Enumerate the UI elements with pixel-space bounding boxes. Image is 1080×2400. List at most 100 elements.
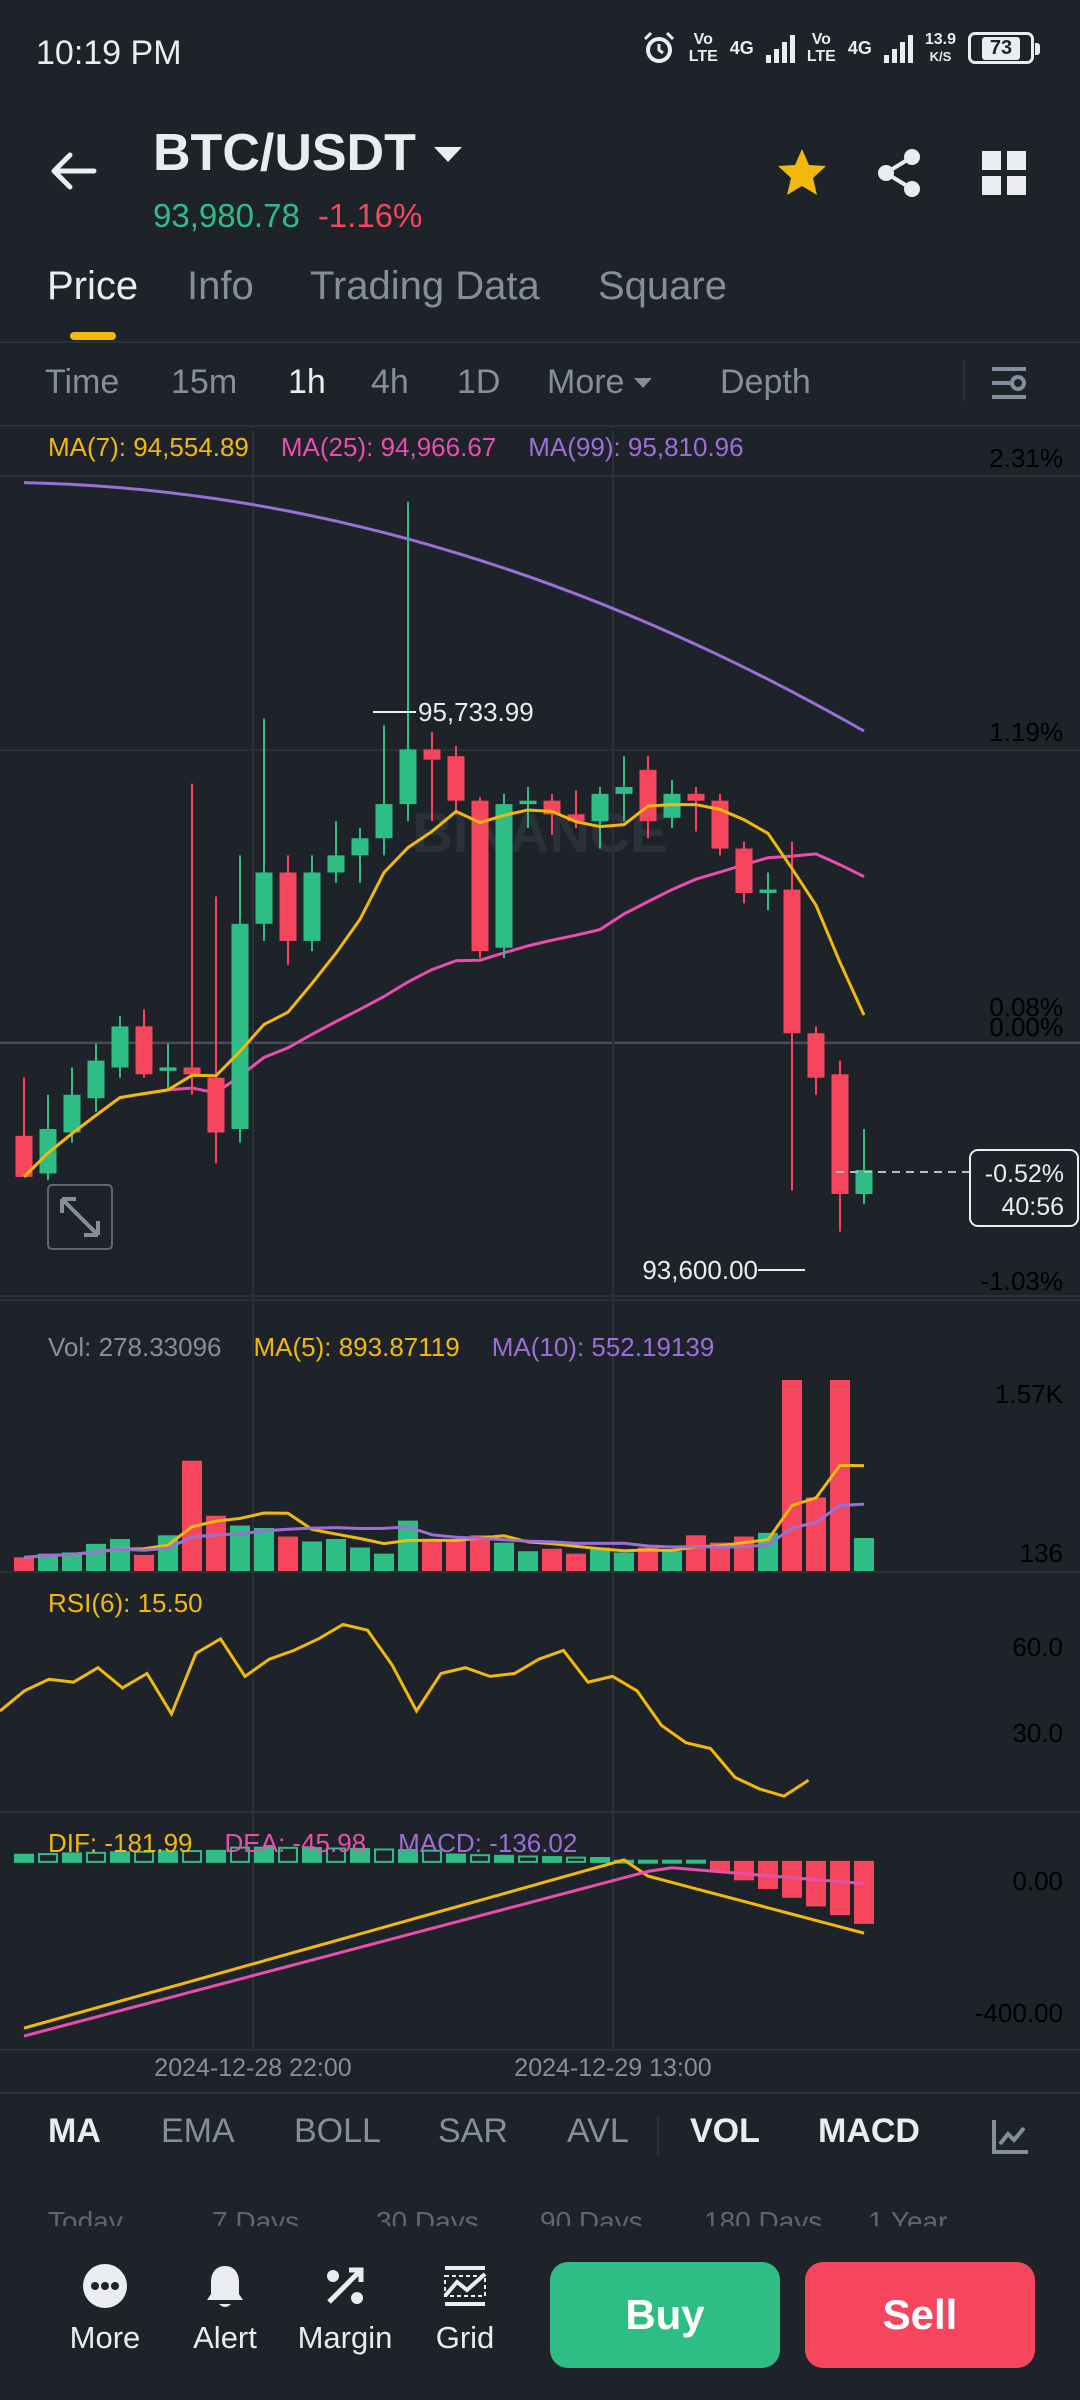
indicator-ema[interactable]: EMA xyxy=(161,2112,235,2150)
rsi-line xyxy=(0,1622,810,1798)
candle-body xyxy=(495,804,513,948)
volume-bar xyxy=(134,1554,154,1572)
indicator-macd[interactable]: MACD xyxy=(818,2112,920,2150)
star-icon[interactable] xyxy=(774,145,830,201)
ma7-line xyxy=(22,803,866,1178)
volume-bar xyxy=(278,1536,298,1572)
macd-bar xyxy=(14,1853,34,1863)
network-1: Vo LTE xyxy=(688,31,718,65)
indicator-vol[interactable]: VOL xyxy=(690,2112,760,2150)
expand-icon[interactable] xyxy=(47,1184,113,1250)
chart-settings-icon[interactable] xyxy=(988,363,1030,403)
timeframe-1h[interactable]: 1h xyxy=(288,363,326,401)
candle-body xyxy=(447,756,465,801)
macd-bar xyxy=(542,1856,562,1863)
ma-legend: MA(7): 94,554.89 MA(25): 94,966.67 MA(99… xyxy=(48,432,744,463)
tab-price[interactable]: Price xyxy=(47,264,139,308)
network-2: Vo LTE xyxy=(806,31,836,65)
rsi-value: RSI(6): 15.50 xyxy=(48,1588,203,1618)
macd-dea: DEA: -45.98 xyxy=(224,1828,367,1858)
macd-bar xyxy=(86,1851,106,1863)
volume-legend: Vol: 278.33096 MA(5): 893.87119 MA(10): … xyxy=(48,1332,714,1363)
ma99-line xyxy=(23,481,865,733)
timeframe-1d[interactable]: 1D xyxy=(457,363,501,401)
alert-button[interactable]: Alert xyxy=(175,2262,275,2356)
macd-bar xyxy=(254,1846,274,1863)
margin-button[interactable]: Margin xyxy=(295,2262,395,2356)
rsi-axis-label: 30.0 xyxy=(1012,1718,1063,1748)
grid-trading-icon xyxy=(443,2266,487,2306)
volume-bar xyxy=(446,1540,466,1572)
back-arrow-icon[interactable] xyxy=(46,143,102,199)
candle-body xyxy=(639,769,657,822)
chevron-down-icon xyxy=(433,146,462,162)
indicator-tabs: MA EMA BOLL SAR AVL VOL MACD xyxy=(0,2098,1080,2178)
volume-ma-lines xyxy=(23,1463,865,1559)
status-icons: Vo LTE 4G Vo LTE 4G 13.9 K/S 73 xyxy=(641,30,1040,66)
time-axis-label: 2024-12-28 22:00 xyxy=(154,2054,351,2082)
battery-icon: 73 xyxy=(968,32,1040,64)
macd-bar xyxy=(110,1851,130,1863)
candle-body xyxy=(303,872,321,941)
macd-bar xyxy=(134,1850,154,1863)
bell-icon xyxy=(207,2266,243,2307)
macd-bar xyxy=(806,1860,826,1907)
grid-icon[interactable] xyxy=(976,145,1032,201)
timeframe-more[interactable]: More xyxy=(547,363,653,402)
tab-info[interactable]: Info xyxy=(187,264,254,308)
volume-ma10: MA(10): 552.19139 xyxy=(491,1332,715,1362)
price-axis-label: 1.19% xyxy=(989,717,1063,747)
ma99-line xyxy=(23,481,865,733)
status-bar: 10:19 PM Vo LTE 4G Vo LTE 4G 13.9 K/S 73 xyxy=(0,0,1080,105)
macd-axis-label: -400.00 xyxy=(975,1998,1063,2028)
indicator-sar[interactable]: SAR xyxy=(438,2112,508,2150)
indicator-boll[interactable]: BOLL xyxy=(294,2112,381,2150)
tab-square[interactable]: Square xyxy=(598,264,727,308)
macd-bar xyxy=(662,1859,682,1864)
indicator-avl[interactable]: AVL xyxy=(567,2112,629,2150)
volume-bar xyxy=(350,1547,370,1572)
price-axis-label: 0.00% xyxy=(989,1012,1063,1042)
vol-axis-label: 136 xyxy=(1020,1538,1063,1568)
candle-body xyxy=(855,1170,873,1194)
more-button[interactable]: More xyxy=(55,2262,155,2356)
volume-bar xyxy=(182,1460,202,1572)
grid-button[interactable]: Grid xyxy=(415,2262,515,2356)
buy-button[interactable]: Buy xyxy=(550,2262,780,2368)
volume-bar xyxy=(854,1538,874,1572)
volume-bar xyxy=(14,1557,34,1572)
volume-bar xyxy=(638,1547,658,1572)
timeframe-depth[interactable]: Depth xyxy=(720,363,811,401)
macd-bar xyxy=(638,1859,658,1864)
volume-bar xyxy=(398,1520,418,1572)
candle-body xyxy=(231,923,249,1129)
chevron-down-icon xyxy=(634,377,653,388)
rsi-axis-label: 60.0 xyxy=(1012,1632,1063,1662)
volume-bar xyxy=(110,1538,130,1572)
vol-axis-label: 1.57K xyxy=(995,1379,1064,1409)
tab-trading-data[interactable]: Trading Data xyxy=(310,264,540,308)
candle-body xyxy=(63,1094,81,1133)
share-icon[interactable] xyxy=(872,145,928,201)
timeframe-15m[interactable]: 15m xyxy=(171,363,238,401)
price-axis-label: -1.03% xyxy=(981,1266,1063,1296)
signal-icon xyxy=(765,33,795,63)
candle-body xyxy=(327,855,345,873)
ma25-line xyxy=(22,852,865,1178)
volume-bar xyxy=(38,1553,58,1572)
timeframe-4h[interactable]: 4h xyxy=(371,363,409,401)
macd-bar xyxy=(518,1855,538,1863)
candle-body xyxy=(399,749,417,805)
sell-button[interactable]: Sell xyxy=(805,2262,1035,2368)
timeframe-time[interactable]: Time xyxy=(45,363,120,401)
candle-body xyxy=(759,889,777,894)
current-pct: -0.52% xyxy=(985,1160,1064,1188)
candle-body xyxy=(207,1077,225,1133)
indicator-settings-icon[interactable] xyxy=(990,2118,1030,2156)
indicator-ma[interactable]: MA xyxy=(48,2112,101,2150)
pair-selector[interactable]: BTC/USDT xyxy=(153,123,462,183)
price-chart[interactable]: BINANCE 2.31% 1.19% 0.08% 0.00% -1.03% 9… xyxy=(0,0,1080,2100)
ma7-line xyxy=(22,803,866,1178)
volume-bar xyxy=(614,1552,634,1572)
macd-bar xyxy=(446,1853,466,1863)
